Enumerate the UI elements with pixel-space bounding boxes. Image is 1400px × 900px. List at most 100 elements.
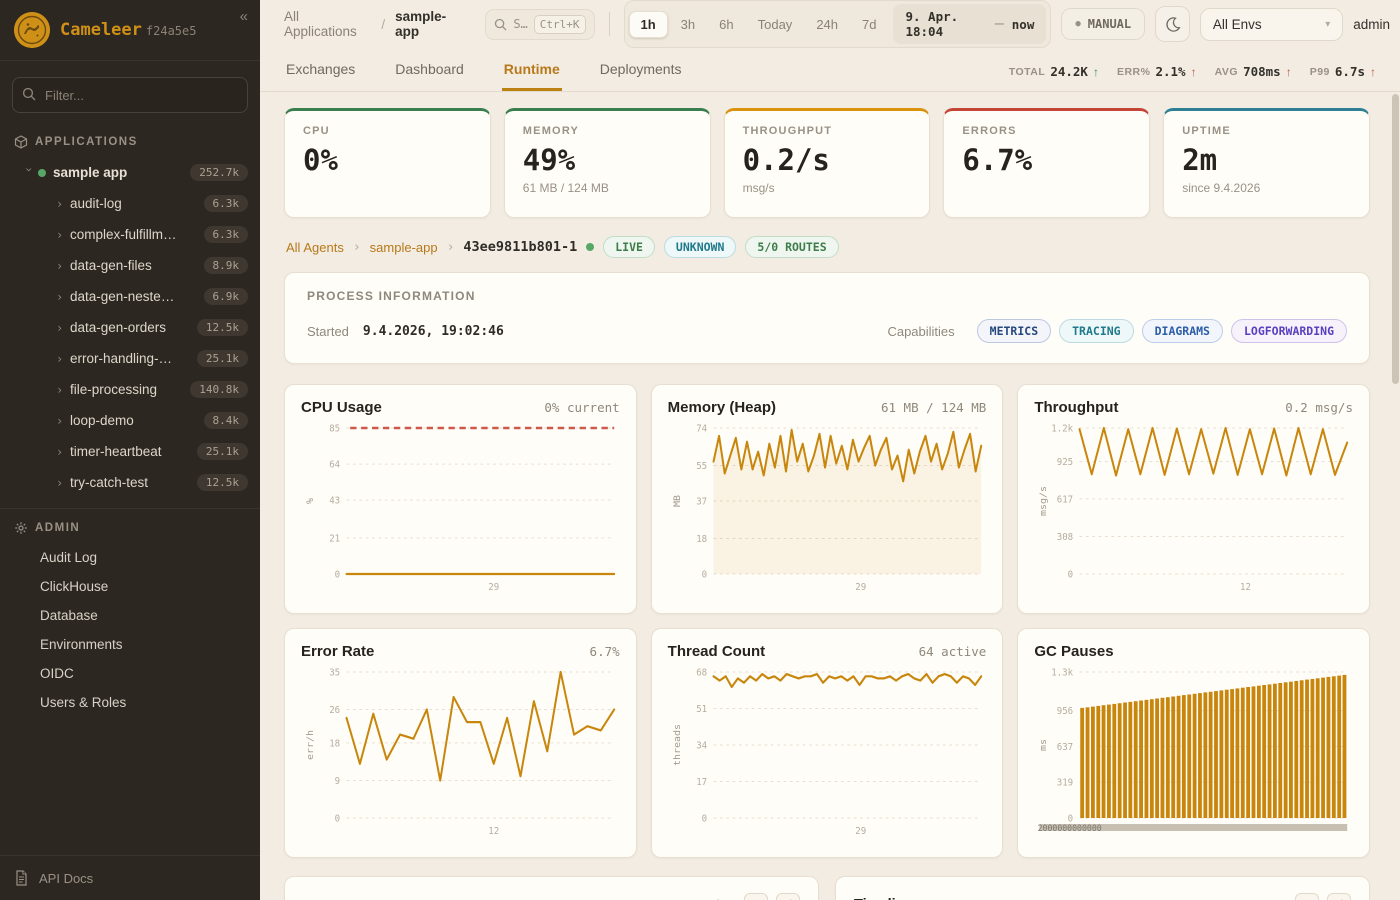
chevron-right-icon[interactable]: › bbox=[56, 196, 64, 211]
sidebar-item-route[interactable]: › file-processing 140.8k bbox=[0, 374, 260, 405]
svg-text:35: 35 bbox=[329, 667, 340, 679]
sidebar-item-sample-app[interactable]: › sample app 252.7k bbox=[0, 157, 260, 188]
svg-text:319: 319 bbox=[1057, 777, 1074, 789]
application-log-title: APPLICATION LOG bbox=[303, 898, 429, 900]
divider bbox=[608, 12, 610, 36]
chart-memory-heap: Memory (Heap) 61 MB / 124 MB 74 55 37 18 0 MB 2… bbox=[650, 384, 1004, 614]
dark-mode-toggle[interactable] bbox=[1155, 6, 1190, 42]
chart-plot: 1.3k 956 637 319 0 ms 2000000000000 bbox=[1038, 667, 1348, 834]
sidebar-item-route[interactable]: › try-catch-test 12.5k bbox=[0, 467, 260, 498]
sidebar-item-users-roles[interactable]: Users & Roles bbox=[40, 695, 127, 710]
refresh-button[interactable] bbox=[1327, 893, 1351, 900]
capabilities: Capabilities METRICS TRACING DIAGRAMS LO… bbox=[887, 319, 1347, 343]
chevron-down-icon[interactable]: › bbox=[22, 165, 36, 173]
svg-text:617: 617 bbox=[1057, 494, 1074, 506]
route-name: data-gen-files bbox=[70, 258, 152, 273]
sidebar-item-audit-log[interactable]: Audit Log bbox=[40, 550, 98, 565]
chevron-right-icon[interactable]: › bbox=[56, 413, 64, 428]
all-agents-link[interactable]: All Agents bbox=[286, 239, 344, 255]
svg-text:0: 0 bbox=[335, 813, 341, 825]
sidebar-item-route[interactable]: › error-handling-… 25.1k bbox=[0, 343, 260, 374]
sidebar-item-clickhouse[interactable]: ClickHouse bbox=[40, 579, 109, 594]
chart-throughput: Throughput 0.2 msg/s 1.2k 925 617 308 0 msg/s 1… bbox=[1017, 384, 1370, 614]
breadcrumb-root[interactable]: All Applications bbox=[284, 9, 357, 39]
range-button-today[interactable]: Today bbox=[747, 12, 804, 37]
tab-dashboard[interactable]: Dashboard bbox=[395, 61, 464, 77]
api-docs-link[interactable]: API Docs bbox=[0, 855, 260, 900]
sidebar-item-route[interactable]: › data-gen-neste… 6.9k bbox=[0, 281, 260, 312]
chevron-right-icon[interactable]: › bbox=[56, 320, 64, 335]
scrollbar[interactable] bbox=[1392, 94, 1399, 900]
tab-deployments[interactable]: Deployments bbox=[599, 61, 682, 77]
chevron-right-icon: › bbox=[352, 239, 361, 255]
download-button[interactable]: ↓ bbox=[1295, 893, 1319, 900]
applications-section-header: APPLICATIONS bbox=[0, 117, 260, 157]
chevron-right-icon[interactable]: › bbox=[56, 227, 64, 242]
route-count-badge: 8.9k bbox=[203, 257, 248, 274]
sidebar-item-database[interactable]: Database bbox=[40, 608, 98, 623]
chart-title: GC Pauses bbox=[1034, 643, 1114, 660]
sidebar-item-route[interactable]: › loop-demo 8.4k bbox=[0, 405, 260, 436]
metric-card-cpu: CPU 0% bbox=[284, 108, 491, 218]
chart-title: Memory (Heap) bbox=[667, 399, 777, 416]
metric-value: 0.2/s bbox=[742, 143, 830, 177]
download-button[interactable]: ↓ bbox=[744, 893, 768, 900]
manual-refresh-button[interactable]: ● MANUAL bbox=[1061, 8, 1146, 40]
global-search[interactable]: S… Ctrl+K bbox=[485, 8, 595, 40]
chevron-right-icon[interactable]: › bbox=[56, 289, 64, 304]
document-icon bbox=[16, 870, 27, 886]
range-button-6h[interactable]: 6h bbox=[708, 12, 744, 37]
sidebar-item-route[interactable]: › data-gen-orders 12.5k bbox=[0, 312, 260, 343]
chevron-right-icon[interactable]: › bbox=[56, 258, 64, 273]
chevron-right-icon[interactable]: › bbox=[56, 475, 64, 490]
date-from: 9. Apr. 18:04 bbox=[905, 9, 959, 39]
svg-text:68: 68 bbox=[696, 667, 707, 679]
search-shortcut: Ctrl+K bbox=[533, 14, 586, 34]
svg-text:2000000000000: 2000000000000 bbox=[1038, 824, 1102, 834]
sidebar-item-route[interactable]: › data-gen-files 8.9k bbox=[0, 250, 260, 281]
sidebar-item-route[interactable]: › timer-heartbeat 25.1k bbox=[0, 436, 260, 467]
route-count-badge: 8.4k bbox=[203, 412, 248, 429]
agent-app-link[interactable]: sample-app bbox=[369, 239, 438, 255]
username[interactable]: admin bbox=[1353, 16, 1391, 32]
scrollbar-thumb[interactable] bbox=[1392, 94, 1399, 384]
manual-label: MANUAL bbox=[1087, 17, 1132, 31]
range-button-3h[interactable]: 3h bbox=[670, 12, 706, 37]
process-information-card: PROCESS INFORMATION Started 9.4.2026, 19… bbox=[284, 272, 1370, 364]
status-dot bbox=[38, 168, 46, 177]
chevron-right-icon[interactable]: › bbox=[56, 444, 64, 459]
status-badge-live: LIVE bbox=[603, 236, 655, 258]
range-button-1h[interactable]: 1h bbox=[628, 10, 668, 38]
agent-id: 43ee9811b801-1 bbox=[463, 239, 578, 255]
filter-input[interactable] bbox=[12, 77, 248, 113]
route-name: try-catch-test bbox=[70, 475, 149, 490]
sidebar-item-route[interactable]: › audit-log 6.3k bbox=[0, 188, 260, 219]
tab-exchanges[interactable]: Exchanges bbox=[286, 61, 356, 77]
environment-select[interactable]: All Envs ▾ bbox=[1199, 7, 1344, 41]
svg-text:637: 637 bbox=[1057, 742, 1074, 754]
sidebar-collapse-icon[interactable]: « bbox=[239, 8, 248, 25]
sidebar-item-environments[interactable]: Environments bbox=[40, 637, 123, 652]
tab-runtime[interactable]: Runtime bbox=[501, 50, 562, 91]
started-label: Started bbox=[307, 323, 349, 339]
svg-text:MB: MB bbox=[672, 495, 682, 507]
sidebar-item-route[interactable]: › complex-fulfillm… 6.3k bbox=[0, 219, 260, 250]
svg-text:956: 956 bbox=[1057, 706, 1074, 718]
chart-cpu-usage: CPU Usage 0% current 85 64 43 21 0% 29 bbox=[284, 384, 637, 614]
refresh-button[interactable] bbox=[776, 893, 800, 900]
chevron-right-icon[interactable]: › bbox=[56, 351, 64, 366]
svg-text:ms: ms bbox=[1039, 739, 1049, 751]
capability-pill-logforwarding: LOGFORWARDING bbox=[1230, 319, 1347, 343]
brand-name: Cameleer bbox=[60, 20, 142, 40]
date-range-chip[interactable]: 9. Apr. 18:04 – now bbox=[893, 4, 1047, 44]
range-button-7d[interactable]: 7d bbox=[851, 12, 887, 37]
chart-gc-pauses: GC Pauses 1.3k 956 637 319 0 ms 2000000000000 bbox=[1017, 628, 1370, 858]
gear-icon bbox=[15, 522, 27, 534]
chevron-right-icon[interactable]: › bbox=[56, 382, 64, 397]
metric-card-uptime: UPTIME 2m since 9.4.2026 bbox=[1163, 108, 1370, 218]
api-docs-label: API Docs bbox=[39, 870, 94, 886]
range-button-24h[interactable]: 24h bbox=[805, 12, 849, 37]
sidebar-item-oidc[interactable]: OIDC bbox=[40, 666, 74, 681]
capabilities-label: Capabilities bbox=[887, 323, 955, 339]
